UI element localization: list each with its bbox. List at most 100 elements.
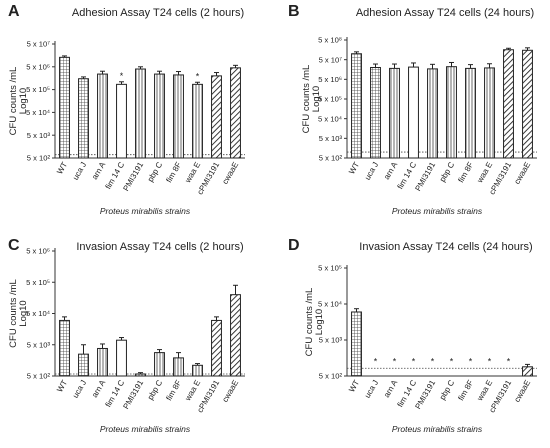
bar-uca-j [370,66,381,159]
bar-pbp-c [154,352,165,377]
y-tick-label: 5 x 10⁶ [26,247,50,256]
x-tick-label: pbp C [146,160,165,183]
x-tick-label: arn A [382,378,399,399]
bar-uca-j [78,353,89,377]
significance-mark: * [488,356,492,366]
y-axis-title-log: Log10 [18,88,29,114]
bar-cwaae [230,67,241,159]
x-tick-label: cwaaE [512,161,532,186]
y-tick-label: 5 x 10⁶ [26,62,50,71]
x-tick-label: pbp C [146,378,165,401]
panel-a: A Adhesion Assay T24 cells (2 hours) CFU c… [8,3,245,216]
y-tick-label: 5 x 10³ [319,134,343,143]
significance-mark: * [450,356,454,366]
y-tick-label: 5 x 10² [27,372,51,381]
y-tick-label: 5 x 10⁵ [318,264,342,273]
y-axis-title-log: Log10 [311,86,322,112]
significance-mark: * [469,356,473,366]
panel-title: Adhesion Assay T24 cells (24 hours) [356,7,534,19]
significance-mark: * [393,356,397,366]
x-axis-title: Proteus mirabilis strains [392,206,483,216]
y-tick-label: 5 x 10⁴ [318,114,342,123]
bar-cpmi3191 [211,75,222,159]
significance-mark: * [507,356,511,366]
panel-label: D [288,237,300,254]
x-tick-label: waa E [475,379,494,404]
bar-wt [59,319,70,377]
y-tick-label: 5 x 10⁷ [319,55,343,64]
bar-fim-8f [173,74,184,159]
y-axis-title: CFU counts /mL [8,279,19,348]
bar-arn-a [97,73,108,159]
x-tick-label: WT [347,160,361,175]
x-tick-label: waa E [183,161,202,186]
y-tick-label: 5 x 10⁶ [318,75,342,84]
x-axis-title: Proteus mirabilis strains [392,424,483,434]
significance-mark: * [431,356,435,366]
x-tick-label: pbp C [438,160,457,183]
x-tick-label: WT [55,378,69,393]
x-tick-label: WT [55,160,69,175]
x-tick-label: cwaaE [512,379,532,404]
bar-pbp-c [446,66,457,159]
bar-arn-a [97,347,108,377]
y-tick-label: 5 x 10³ [319,336,343,345]
x-tick-label: arn A [90,160,107,181]
x-tick-label: arn A [90,378,107,399]
panel-label: A [8,3,20,20]
x-tick-label: fim 8F [164,160,183,184]
y-tick-label: 5 x 10³ [27,340,51,349]
y-tick-label: 5 x 10⁸ [318,36,342,45]
bar-wt [351,53,362,159]
bar-cwaae [522,366,533,377]
x-tick-label: arn A [382,160,399,181]
x-tick-label: waa E [475,161,494,186]
bar-fim-8f [465,67,476,159]
bar-cwaae [230,294,241,377]
bar-pbp-c [154,73,165,159]
bar-cpmi3191 [211,319,222,377]
x-tick-label: uca J [71,161,88,182]
panel-title: Invasion Assay T24 cells (24 hours) [359,241,532,253]
y-axis-title: CFU counts /mL [304,288,315,357]
bar-wt [59,56,70,159]
x-tick-label: fim 8F [456,378,475,402]
y-tick-label: 5 x 10⁴ [26,309,50,318]
y-axis-title: CFU counts /mL [301,65,312,134]
x-tick-label: fim 8F [456,160,475,184]
y-tick-label: 5 x 10² [319,372,343,381]
y-axis-title: CFU counts /mL [8,67,19,136]
significance-mark: * [196,71,200,81]
y-tick-label: 5 x 10³ [27,131,51,140]
x-tick-label: uca J [363,379,380,400]
bar-pmi3191 [135,373,146,377]
bar-cpmi3191 [503,49,514,159]
y-tick-label: 5 x 10⁴ [26,108,50,117]
y-tick-label: 5 x 10⁴ [318,300,342,309]
panel-b: B Adhesion Assay T24 cells (24 hours) CFU … [288,3,537,216]
x-axis-title: Proteus mirabilis strains [100,206,191,216]
x-tick-label: cwaaE [220,379,240,404]
x-tick-label: uca J [71,379,88,400]
bar-waa-e [484,67,495,159]
y-tick-label: 5 x 10² [319,154,343,163]
bar-waa-e [192,364,203,377]
bar-fim-8f [173,357,184,377]
x-tick-label: cwaaE [220,161,240,186]
bar-pmi3191 [427,68,438,159]
y-tick-label: 5 x 10⁵ [26,85,50,94]
bar-fim-14-c [408,66,419,159]
x-tick-label: pbp C [438,378,457,401]
y-axis-title-log: Log10 [18,300,29,326]
x-tick-label: uca J [363,161,380,182]
bar-waa-e [192,83,203,159]
significance-mark: * [412,356,416,366]
y-tick-label: 5 x 10⁷ [27,40,51,49]
panel-label: C [8,237,20,254]
bar-fim-14-c [116,339,127,377]
panel-title: Adhesion Assay T24 cells (2 hours) [72,7,244,19]
x-tick-label: WT [347,378,361,393]
x-tick-label: fim 8F [164,378,183,402]
panel-d: D Invasion Assay T24 cells (24 hours) CFU … [288,237,537,434]
